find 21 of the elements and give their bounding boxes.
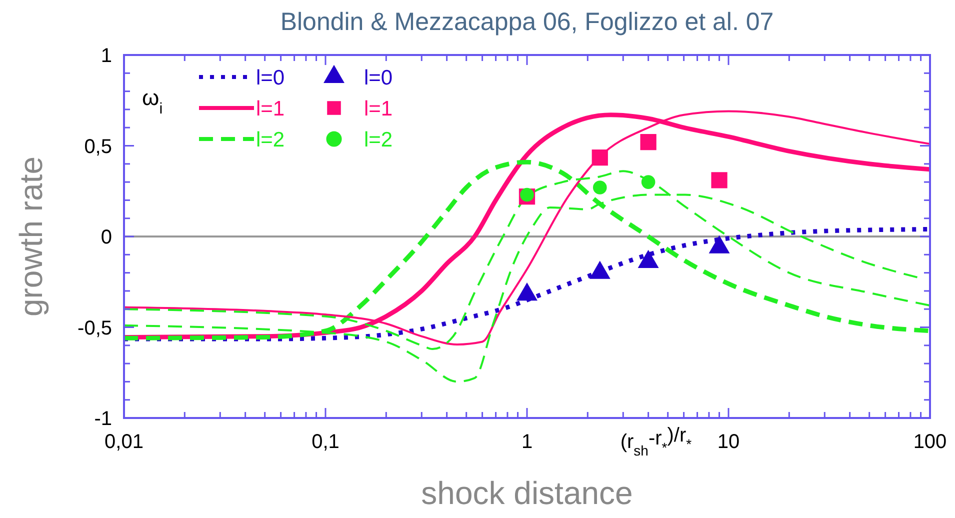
y-tick-label: 1 — [100, 45, 112, 67]
text: (r$_{sh}$-r$_{*}$)/r$_{*}$ — [620, 424, 692, 459]
legend-label: l=0 — [256, 66, 285, 90]
legend-label: l=2 — [364, 128, 393, 152]
legend-label: l=2 — [256, 128, 285, 152]
legend-label: l=1 — [364, 97, 393, 120]
y-tick-label: -0,5 — [78, 317, 112, 340]
annotation: ω$_{i}$ — [142, 85, 163, 118]
x-tick-label: 0,1 — [312, 431, 340, 453]
legend-label: l=1 — [256, 97, 285, 120]
y-tick-label: -1 — [94, 408, 112, 430]
chart-title: Blondin & Mezzacappa 06, Foglizzo et al. 07 — [280, 8, 774, 36]
x-tick-label: 10 — [717, 431, 740, 453]
y-axis-title: growth rate — [13, 156, 49, 317]
x-tick-label: 1 — [521, 431, 533, 453]
y-tick-label: 0 — [100, 226, 112, 248]
y-tick-label: 0,5 — [84, 136, 112, 158]
x-axis-title: shock distance — [421, 475, 633, 511]
x-tick-label: 100 — [913, 431, 947, 453]
legend-label: l=0 — [364, 66, 393, 90]
x-tick-label: 0,01 — [104, 431, 144, 453]
